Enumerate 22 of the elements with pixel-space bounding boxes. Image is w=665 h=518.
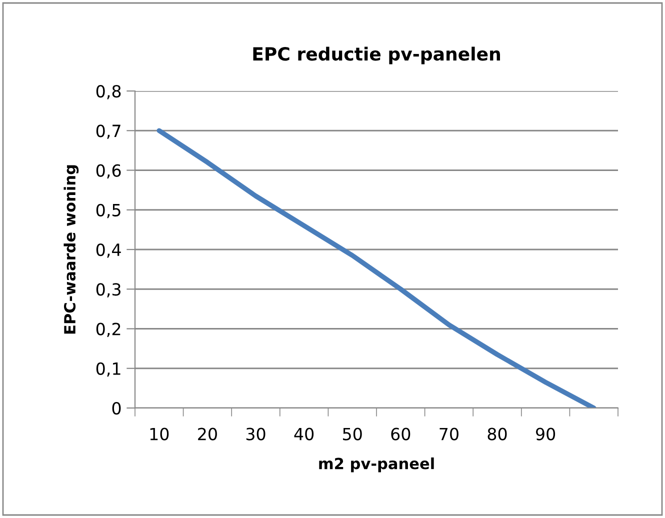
y-tick-label: 0,4 — [96, 243, 121, 258]
y-tick-label: 0,3 — [96, 283, 120, 298]
y-tick-label: 0,1 — [96, 362, 120, 377]
y-tick-label: 0,2 — [96, 322, 120, 338]
y-axis-title: EPC-waarde woning — [64, 165, 79, 334]
y-tick-label: 0 — [112, 402, 121, 415]
x-tick-label: 90 — [536, 428, 556, 440]
x-tick-label: 30 — [246, 428, 266, 440]
y-tick-label: 0,8 — [96, 84, 121, 100]
x-tick-label: 20 — [198, 428, 217, 440]
x-tick-label: 60 — [391, 428, 410, 440]
x-tick-label: 80 — [488, 428, 507, 440]
y-tick-label: 0,7 — [96, 124, 120, 139]
y-tick-label: 0,5 — [96, 204, 120, 218]
line-series — [156, 128, 596, 408]
chart-title: EPC reductie pv-panelen — [253, 46, 500, 64]
x-tick-label: 10 — [150, 428, 169, 440]
y-tick-label: 0,6 — [96, 164, 121, 179]
x-tick-label: 50 — [343, 428, 362, 440]
x-axis-title: m2 pv-paneel — [319, 457, 434, 472]
x-tick-label: 70 — [440, 428, 458, 440]
x-tick-label: 40 — [294, 428, 314, 440]
